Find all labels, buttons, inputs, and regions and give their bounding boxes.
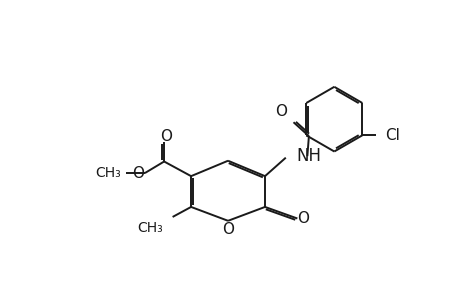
Text: O: O	[222, 222, 234, 237]
Text: O: O	[132, 166, 144, 181]
Text: O: O	[159, 129, 171, 144]
Text: O: O	[275, 104, 287, 119]
Text: CH₃: CH₃	[137, 221, 162, 235]
Text: O: O	[297, 211, 309, 226]
Text: NH: NH	[296, 147, 321, 165]
Text: CH₃: CH₃	[95, 166, 121, 180]
Text: Cl: Cl	[385, 128, 399, 143]
